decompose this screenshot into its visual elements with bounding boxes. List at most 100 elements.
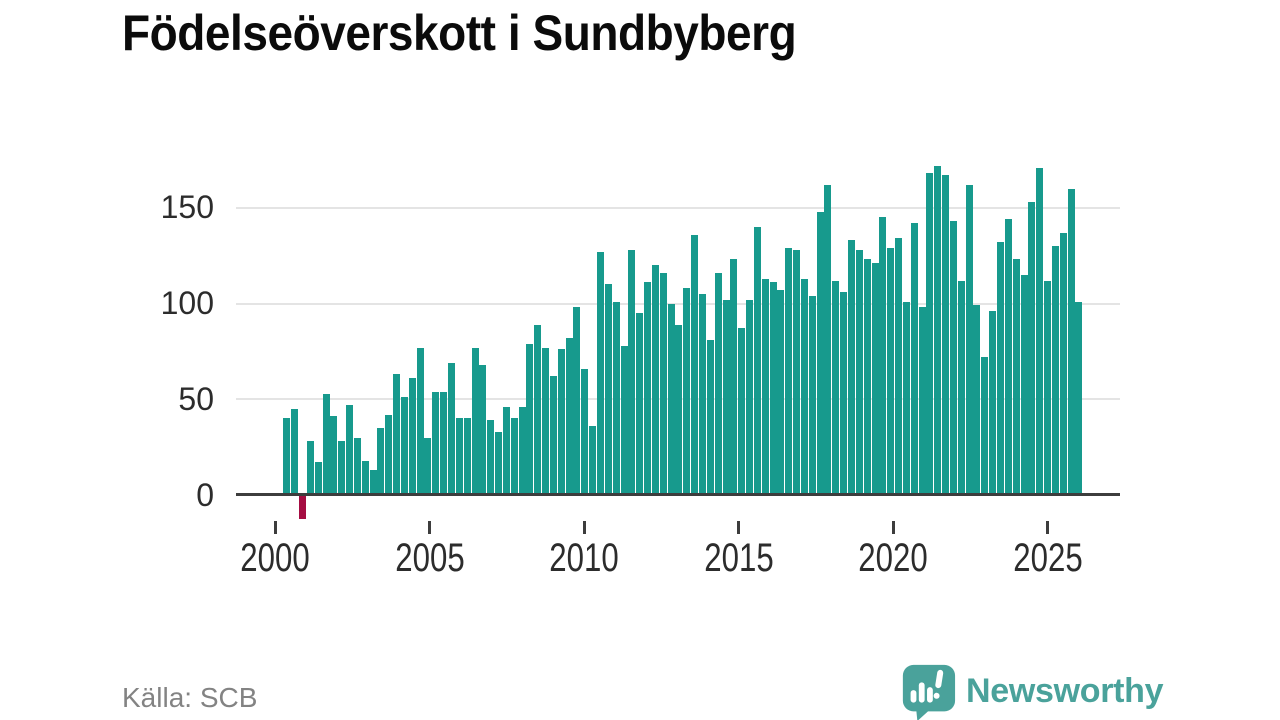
bar [636,313,644,495]
bar [777,290,785,495]
bar [448,362,455,495]
bar [346,405,354,495]
y-axis-label-50: 50 [178,380,214,417]
bar [542,347,550,495]
bar [393,374,401,495]
bar [981,357,989,495]
bar [848,240,855,495]
bar [604,284,612,495]
bar [746,299,754,495]
bar [651,265,659,495]
bar [659,272,667,495]
bar [495,431,503,495]
bar [487,420,495,495]
bar [424,437,432,495]
bar [534,324,542,495]
bar [291,408,299,495]
bar [808,295,816,495]
bar [871,263,879,495]
bar [1075,301,1083,495]
logo-bar-medium [927,687,933,703]
bar [581,368,589,495]
bar [416,347,424,495]
source-text: Källa: SCB [122,682,258,713]
bar [691,234,699,495]
bar [361,460,369,495]
bar [675,324,683,495]
bar [463,418,471,495]
bar [557,349,565,495]
x-axis-label-2010: 2010 [549,536,619,580]
bar [706,339,714,495]
bar [322,393,330,495]
bar [949,221,957,495]
bar [1028,202,1036,495]
bar [910,223,918,495]
bar [620,345,628,495]
bar [753,226,761,495]
gridline-150 [236,206,1120,209]
bar [714,272,722,495]
bar [644,282,652,495]
bar [573,307,581,495]
bar [502,406,510,495]
bar [1036,167,1044,495]
bar [895,238,903,495]
bar [738,328,746,495]
bar [667,303,675,495]
bar [942,175,950,495]
newsworthy-logo-text: Newsworthy [966,672,1164,710]
bar [879,217,887,495]
bar [565,337,573,495]
x-axis-tick-2010 [582,521,586,534]
bar [918,307,926,495]
chart-title: Födelseöverskott i Sundbyberg [122,5,797,61]
gridline-100 [236,302,1120,305]
bar [800,278,808,495]
bar [283,418,291,495]
x-axis-tick-2020 [891,521,895,534]
bar [863,259,871,495]
bar [314,462,322,495]
x-axis-tick-2005 [428,521,432,534]
bar [385,414,393,495]
bar [793,249,801,495]
bar [408,378,416,495]
x-axis-line [236,493,1120,496]
bar [973,305,981,495]
bar [1051,246,1059,495]
bar [369,470,377,495]
bar [330,416,338,495]
newsworthy-bubble-icon [902,664,956,720]
bar [816,211,824,495]
bar [730,259,738,495]
bar [855,249,863,495]
bar [761,278,769,495]
bar [597,251,605,495]
bar [455,418,463,495]
bar [1044,280,1052,495]
x-axis-label-2000: 2000 [240,536,310,580]
bar [824,184,832,495]
bar [934,165,942,495]
bar [377,427,385,495]
bar [526,343,534,495]
y-axis-label-150: 150 [160,189,214,226]
bar [722,299,730,495]
bar [628,249,636,495]
bar [887,247,895,495]
bar [1067,188,1075,495]
bar [832,280,840,495]
logo-bar-tall [918,682,925,703]
bar [612,301,620,495]
y-axis-label-100: 100 [160,285,214,321]
x-axis-label-2020: 2020 [858,536,928,580]
bar [510,418,518,495]
bar [589,426,597,495]
bar [1004,219,1012,495]
x-axis-tick-2000 [273,521,277,534]
bar [785,247,793,495]
bar [1059,232,1067,495]
x-axis-tick-2025 [1046,521,1049,534]
